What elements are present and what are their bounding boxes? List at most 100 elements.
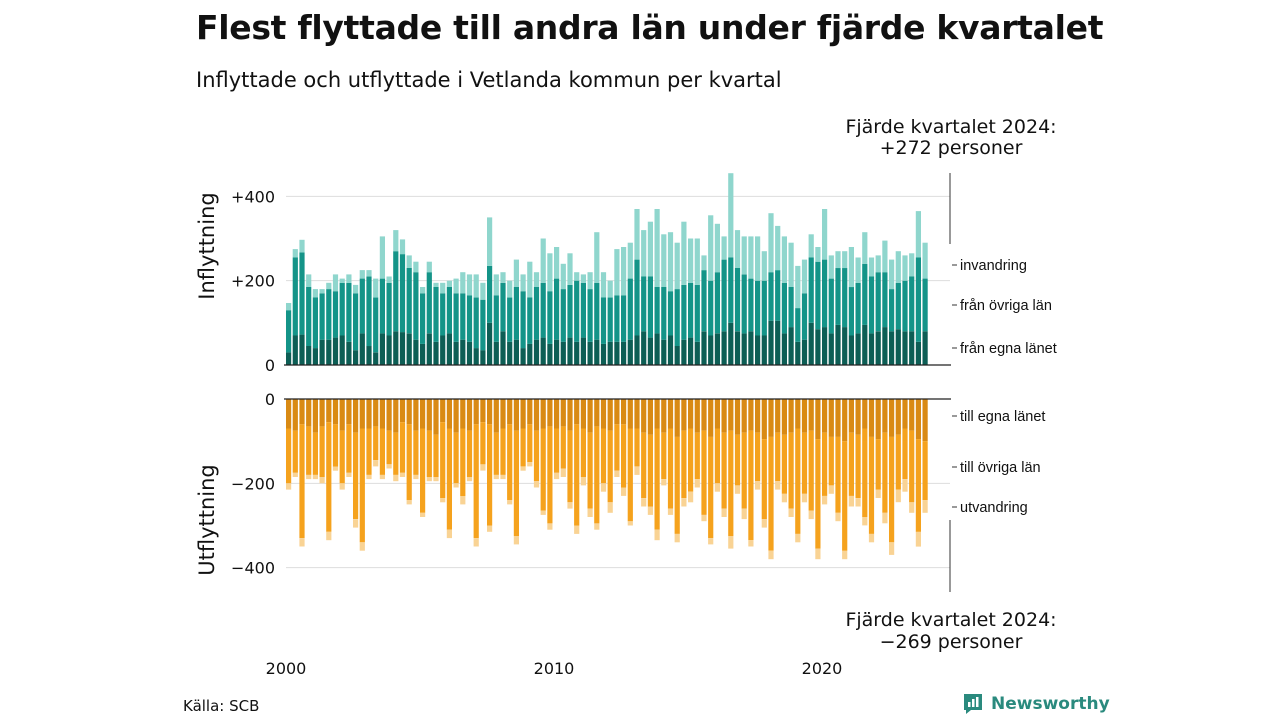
bar-fran-ovriga-lan <box>480 299 486 351</box>
bar-till-egna-lanet <box>862 399 868 429</box>
bar-till-egna-lanet <box>915 399 921 440</box>
bar-utvandring <box>842 550 848 560</box>
bar-till-egna-lanet <box>332 399 339 425</box>
bar-invandring <box>353 284 359 294</box>
bar-till-egna-lanet <box>694 399 700 433</box>
bar-fran-ovriga-lan <box>493 295 499 342</box>
bar-till-egna-lanet <box>433 399 439 435</box>
bar-till-egna-lanet <box>359 399 365 429</box>
bar-utvandring <box>513 536 519 545</box>
bar-till-ovriga-lan <box>286 428 292 484</box>
bar-fran-egna-lanet <box>527 343 533 365</box>
bar-fran-egna-lanet <box>915 341 921 365</box>
bar-utvandring <box>875 489 881 498</box>
bar-fran-ovriga-lan <box>781 282 787 334</box>
bar-utvandring <box>312 474 318 480</box>
bar-till-ovriga-lan <box>909 430 915 503</box>
bar-till-egna-lanet <box>681 399 687 431</box>
bar-fran-ovriga-lan <box>513 287 519 340</box>
bar-till-egna-lanet <box>299 399 305 425</box>
bar-till-egna-lanet <box>312 399 318 433</box>
bar-fran-egna-lanet <box>359 333 365 365</box>
bar-fran-ovriga-lan <box>795 308 801 342</box>
bar-till-egna-lanet <box>567 399 573 431</box>
bar-till-ovriga-lan <box>868 436 875 534</box>
bar-utvandring <box>621 487 627 496</box>
bar-till-egna-lanet <box>379 399 385 429</box>
bar-fran-ovriga-lan <box>527 297 533 344</box>
bar-fran-ovriga-lan <box>292 257 298 336</box>
bar-invandring <box>922 242 928 279</box>
bar-invandring <box>721 236 727 260</box>
chart-title: Flest flyttade till andra län under fjär… <box>196 8 1104 47</box>
bar-utvandring <box>801 493 808 503</box>
bar-till-egna-lanet <box>828 399 834 437</box>
bar-invandring <box>339 278 345 283</box>
bar-fran-ovriga-lan <box>406 268 412 334</box>
bar-fran-egna-lanet <box>460 339 466 365</box>
bar-till-egna-lanet <box>540 399 546 429</box>
bar-utvandring <box>560 468 566 477</box>
bar-fran-egna-lanet <box>741 333 747 365</box>
bar-invandring <box>889 259 895 290</box>
bar-fran-ovriga-lan <box>373 297 379 353</box>
bar-till-ovriga-lan <box>788 432 794 509</box>
bar-till-ovriga-lan <box>480 422 486 465</box>
bar-invandring <box>795 265 801 309</box>
bar-utvandring <box>420 512 426 517</box>
bar-invandring <box>406 255 412 268</box>
bar-utvandring <box>527 462 533 467</box>
bar-till-ovriga-lan <box>882 432 888 513</box>
bar-till-egna-lanet <box>466 399 473 431</box>
bar-fran-ovriga-lan <box>922 278 928 332</box>
bar-fran-egna-lanet <box>842 327 848 365</box>
bar-till-ovriga-lan <box>574 424 580 526</box>
bar-till-ovriga-lan <box>554 428 560 473</box>
bar-fran-ovriga-lan <box>902 280 908 332</box>
bar-till-ovriga-lan <box>902 428 908 480</box>
bar-till-egna-lanet <box>500 399 506 429</box>
bar-utvandring <box>507 500 513 505</box>
bar-till-egna-lanet <box>373 399 379 427</box>
bar-till-ovriga-lan <box>801 432 808 494</box>
bar-till-ovriga-lan <box>420 428 426 513</box>
bar-till-ovriga-lan <box>440 422 446 499</box>
bar-fran-egna-lanet <box>708 335 714 365</box>
bar-utvandring <box>761 519 767 528</box>
bar-till-ovriga-lan <box>634 428 640 467</box>
bar-utvandring <box>835 512 841 522</box>
bar-fran-egna-lanet <box>714 333 720 365</box>
bar-fran-egna-lanet <box>312 348 318 365</box>
bar-till-egna-lanet <box>627 399 633 429</box>
bar-fran-egna-lanet <box>694 341 700 365</box>
bar-invandring <box>634 209 640 260</box>
bar-till-egna-lanet <box>842 399 848 442</box>
bar-till-ovriga-lan <box>594 426 600 524</box>
bar-till-ovriga-lan <box>406 424 412 501</box>
bar-fran-ovriga-lan <box>500 282 506 332</box>
bar-fran-egna-lanet <box>627 339 633 365</box>
bar-invandring <box>882 240 888 273</box>
bar-till-ovriga-lan <box>621 424 627 488</box>
bar-fran-ovriga-lan <box>822 259 828 328</box>
bar-utvandring <box>339 483 345 490</box>
bar-till-egna-lanet <box>775 399 781 433</box>
bar-utvandring <box>332 466 339 471</box>
bar-till-egna-lanet <box>728 399 734 431</box>
bar-fran-ovriga-lan <box>654 287 660 334</box>
bar-fran-ovriga-lan <box>547 291 553 344</box>
bar-utvandring <box>359 542 365 551</box>
bar-till-ovriga-lan <box>326 422 332 532</box>
bar-fran-ovriga-lan <box>688 282 694 338</box>
bar-fran-egna-lanet <box>533 339 540 365</box>
bar-fran-egna-lanet <box>393 331 399 365</box>
bar-fran-egna-lanet <box>681 339 687 365</box>
series-label: utvandring <box>960 500 1028 516</box>
bar-fran-ovriga-lan <box>714 272 720 334</box>
bar-invandring <box>493 274 499 296</box>
bar-till-ovriga-lan <box>500 428 506 475</box>
bar-till-egna-lanet <box>895 399 901 435</box>
bar-till-egna-lanet <box>493 399 499 433</box>
bar-utvandring <box>721 508 727 517</box>
bar-fran-ovriga-lan <box>306 287 312 346</box>
